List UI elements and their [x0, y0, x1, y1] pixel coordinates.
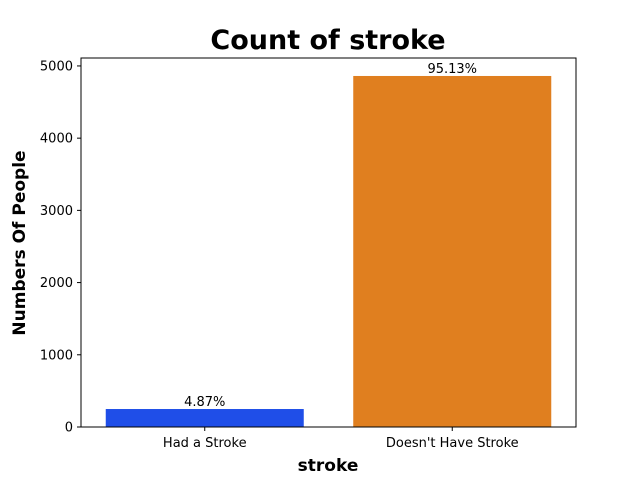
y-tick-label: 0	[65, 421, 73, 436]
y-ticks-group: 0 1000 2000 3000 4000 5000	[40, 59, 81, 436]
x-tick-label: Had a Stroke	[163, 436, 247, 451]
y-axis-label: Numbers Of People	[10, 150, 30, 335]
x-tick-label: Doesn't Have Stroke	[386, 436, 519, 451]
y-tick-label: 1000	[40, 348, 73, 363]
bar	[105, 409, 304, 427]
data-labels-group: 4.87% 95.13%	[184, 62, 477, 410]
y-tick-label: 4000	[40, 132, 73, 147]
x-ticks-group: Had a Stroke Doesn't Have Stroke	[163, 427, 519, 451]
y-tick-label: 3000	[40, 204, 73, 219]
y-tick-label: 5000	[40, 59, 73, 74]
data-label: 95.13%	[427, 62, 477, 77]
plot-frame	[80, 57, 577, 428]
y-tick-label: 2000	[40, 276, 73, 291]
chart-title: Count of stroke	[210, 25, 445, 56]
bar	[353, 75, 552, 428]
x-axis-label: stroke	[298, 456, 359, 476]
bars-group	[105, 75, 552, 428]
data-label: 4.87%	[184, 395, 225, 410]
